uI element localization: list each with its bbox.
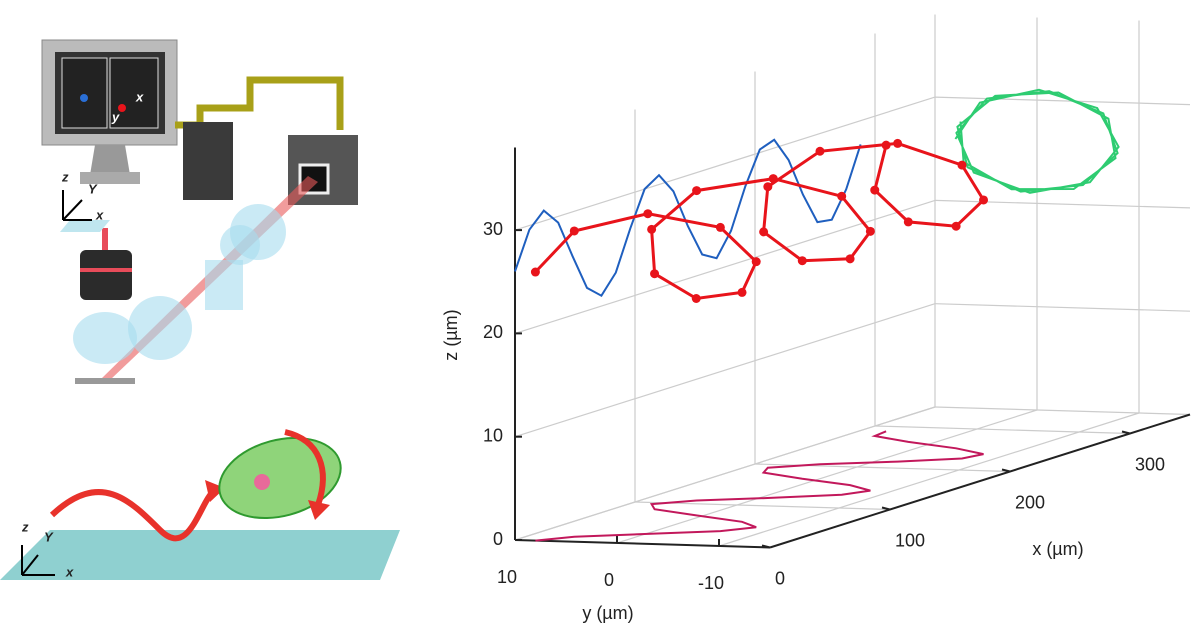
cell <box>218 436 342 520</box>
schematic-label: Y <box>44 529 54 544</box>
monitor-base <box>80 172 140 184</box>
trajectory-point <box>763 182 773 192</box>
trajectory-arrow <box>49 487 218 542</box>
x-tick-label: 100 <box>895 530 925 550</box>
grid-line <box>934 406 1191 416</box>
camera-sensor <box>298 163 330 195</box>
trajectory-point <box>691 294 701 303</box>
x-tick <box>1121 430 1131 435</box>
mirror <box>75 378 135 384</box>
trajectory-point <box>881 140 891 150</box>
grid-line <box>634 501 891 511</box>
schematic-label: Y <box>88 181 98 196</box>
grid-line <box>934 199 1191 209</box>
prism <box>205 260 243 310</box>
sample-slide <box>60 220 110 232</box>
projection-xz <box>514 138 862 298</box>
trajectory-point <box>759 227 769 237</box>
schematic-label: x <box>95 207 104 222</box>
objective <box>80 250 132 300</box>
x-tick <box>1001 468 1011 473</box>
trajectory-point <box>768 174 778 184</box>
z-tick-label: 30 <box>483 219 503 239</box>
trajectory-point <box>569 226 579 236</box>
z-axis-label: z (µm) <box>441 309 461 360</box>
condenser <box>73 312 137 364</box>
objective-ring <box>80 268 132 272</box>
y-tick-label: 0 <box>604 570 614 590</box>
trajectory-point <box>647 224 657 234</box>
schematic-label: y <box>111 109 120 124</box>
arrow-head <box>308 500 330 520</box>
trajectory-point <box>751 257 761 267</box>
trajectory-point <box>643 209 653 219</box>
trajectory-point <box>815 146 825 156</box>
rotation-arrow <box>284 429 326 506</box>
controller <box>183 122 233 200</box>
trajectory-point <box>797 256 807 266</box>
screen-pane <box>61 57 108 129</box>
grid-line <box>718 412 1140 547</box>
screen-dot <box>80 94 88 102</box>
screen-dot <box>118 104 126 112</box>
schematic <box>0 39 400 580</box>
trajectory <box>534 141 986 301</box>
grid-line <box>874 425 1131 435</box>
x-tick-label: 0 <box>775 568 785 588</box>
y-tick-label: -10 <box>698 573 724 593</box>
x-tick <box>761 544 771 549</box>
y-axis <box>514 539 771 549</box>
trajectory-point <box>650 269 660 279</box>
z-tick-label: 10 <box>483 425 503 445</box>
lens <box>220 225 260 265</box>
arrow-head <box>205 480 225 502</box>
cell-nucleus <box>254 474 270 490</box>
grid-line <box>934 96 1191 106</box>
surface <box>0 530 400 580</box>
grid-line <box>514 406 936 541</box>
z-tick-label: 0 <box>493 529 503 549</box>
trajectory-point <box>737 287 747 297</box>
grid-line <box>616 409 1038 544</box>
x-tick-label: 200 <box>1015 492 1045 512</box>
z-tick-label: 20 <box>483 322 503 342</box>
trajectory-point <box>979 195 989 205</box>
trajectory-point <box>865 226 875 236</box>
trajectory-point <box>837 191 847 201</box>
x-axis-label: x (µm) <box>1032 539 1083 559</box>
schematic-label: x <box>65 564 74 579</box>
trajectory-point <box>845 254 855 264</box>
x-axis <box>769 413 1191 549</box>
axes-icon <box>21 545 55 576</box>
grid-line <box>514 303 936 438</box>
y-tick-label: 10 <box>497 567 517 587</box>
trajectory-point <box>903 217 913 227</box>
trajectory-point <box>715 222 725 232</box>
x-tick-label: 300 <box>1135 454 1165 474</box>
monitor-stand <box>90 145 130 175</box>
schematic-label: z <box>21 519 29 534</box>
schematic-label: z <box>61 169 69 184</box>
trajectory-point <box>870 185 880 195</box>
trajectory-point <box>893 138 903 148</box>
trajectory-point <box>692 186 702 196</box>
projection-xy <box>535 430 984 542</box>
trajectory-point <box>951 221 961 231</box>
trajectory-point <box>957 160 967 170</box>
grid-line <box>514 96 936 231</box>
y-axis-label: y (µm) <box>582 603 633 623</box>
screen-pane <box>109 57 159 129</box>
x-tick <box>881 506 891 511</box>
lens <box>128 296 192 360</box>
schematic-label: x <box>135 89 144 104</box>
axes-icon <box>62 190 92 221</box>
trajectory-point <box>530 267 540 277</box>
grid-line <box>934 303 1191 312</box>
projection-yz <box>954 88 1120 194</box>
objective-tip <box>102 228 108 250</box>
